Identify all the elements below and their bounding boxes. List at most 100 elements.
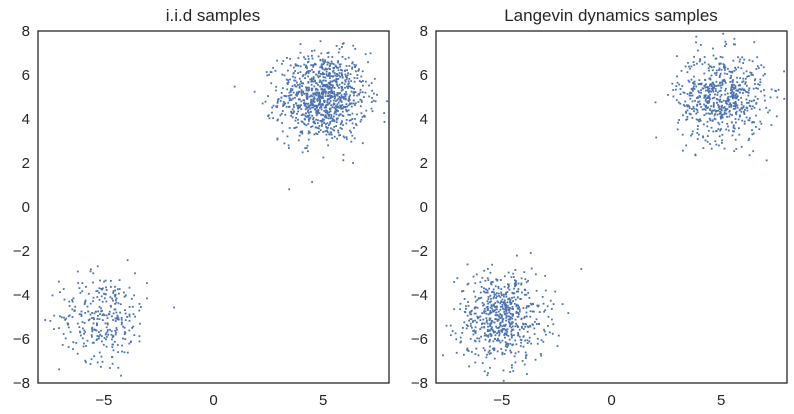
scatter-point — [332, 63, 335, 65]
scatter-point — [84, 301, 87, 303]
scatter-point — [325, 116, 328, 119]
scatter-point — [695, 118, 698, 121]
scatter-point — [527, 292, 530, 294]
scatter-point — [475, 347, 478, 350]
scatter-point — [500, 348, 503, 350]
scatter-point — [305, 105, 308, 108]
scatter-point — [349, 119, 352, 121]
scatter-point — [97, 310, 99, 313]
scatter-point — [498, 332, 501, 335]
scatter-point — [294, 96, 296, 99]
scatter-point — [676, 128, 679, 131]
scatter-point — [518, 308, 521, 311]
scatter-point — [329, 110, 332, 113]
scatter-point — [734, 102, 736, 104]
scatter-point — [347, 87, 349, 89]
scatter-point — [712, 105, 715, 108]
scatter-point — [529, 310, 532, 313]
scatter-point — [734, 85, 737, 88]
scatter-point — [307, 71, 310, 74]
scatter-point — [711, 89, 714, 92]
scatter-point — [687, 62, 689, 64]
scatter-point — [118, 292, 120, 295]
scatter-point — [104, 333, 107, 336]
scatter-point — [303, 92, 305, 95]
scatter-point — [699, 58, 702, 60]
scatter-point — [500, 279, 502, 281]
scatter-point — [345, 75, 348, 78]
scatter-point — [317, 127, 319, 129]
scatter-point — [686, 118, 689, 121]
scatter-point — [721, 114, 723, 117]
scatter-point — [351, 66, 354, 69]
scatter-point — [718, 67, 721, 70]
scatter-point — [723, 112, 726, 114]
scatter-point — [745, 84, 748, 87]
scatter-point — [305, 65, 308, 68]
scatter-point — [341, 46, 343, 48]
scatter-point — [335, 121, 338, 124]
scatter-point — [557, 334, 560, 337]
scatter-point — [507, 271, 510, 274]
scatter-point — [487, 268, 489, 270]
scatter-point — [353, 137, 356, 140]
scatter-point — [301, 121, 304, 123]
scatter-point — [709, 78, 712, 81]
scatter-point — [108, 313, 110, 315]
scatter-point — [703, 56, 706, 58]
scatter-point — [304, 108, 307, 111]
scatter-point — [68, 300, 71, 303]
scatter-point — [687, 104, 690, 107]
scatter-point — [724, 82, 727, 84]
scatter-point — [328, 75, 331, 77]
scatter-point — [121, 344, 123, 347]
scatter-point — [544, 309, 547, 312]
scatter-point — [720, 101, 723, 103]
scatter-point — [748, 154, 751, 157]
scatter-point — [535, 289, 538, 292]
scatter-point — [322, 114, 325, 116]
scatter-point — [58, 327, 60, 329]
scatter-point — [332, 75, 334, 78]
scatter-point — [306, 96, 309, 98]
scatter-point — [695, 108, 698, 111]
scatter-point — [727, 100, 730, 103]
scatter-point — [275, 85, 278, 88]
scatter-point — [300, 92, 303, 95]
scatter-point — [727, 99, 730, 101]
scatter-point — [744, 81, 747, 84]
scatter-point — [133, 334, 136, 336]
scatter-point — [280, 96, 283, 99]
scatter-point — [309, 104, 311, 107]
scatter-point — [319, 40, 322, 43]
scatter-point — [114, 320, 117, 322]
scatter-point — [354, 102, 357, 105]
scatter-point — [503, 293, 505, 296]
scatter-point — [364, 91, 367, 94]
scatter-point — [319, 79, 321, 82]
scatter-point — [307, 109, 310, 111]
scatter-point — [324, 114, 327, 117]
scatter-point — [301, 151, 304, 154]
scatter-point — [504, 323, 507, 326]
scatter-point — [114, 333, 117, 336]
scatter-point — [102, 287, 104, 290]
scatter-point — [323, 90, 326, 92]
scatter-point — [329, 95, 332, 98]
scatter-point — [729, 95, 732, 98]
scatter-point — [310, 64, 313, 67]
scatter-point — [333, 126, 336, 128]
scatter-point — [528, 340, 531, 343]
scatter-point — [487, 325, 489, 328]
scatter-point — [311, 54, 313, 57]
scatter-point — [64, 337, 67, 340]
scatter-point — [336, 94, 339, 97]
scatter-point — [525, 354, 528, 356]
scatter-point — [323, 68, 326, 71]
scatter-point — [79, 330, 81, 333]
scatter-point — [512, 272, 515, 275]
scatter-point — [354, 66, 356, 68]
scatter-point — [485, 288, 487, 291]
scatter-point — [712, 47, 714, 50]
scatter-point — [752, 99, 755, 102]
